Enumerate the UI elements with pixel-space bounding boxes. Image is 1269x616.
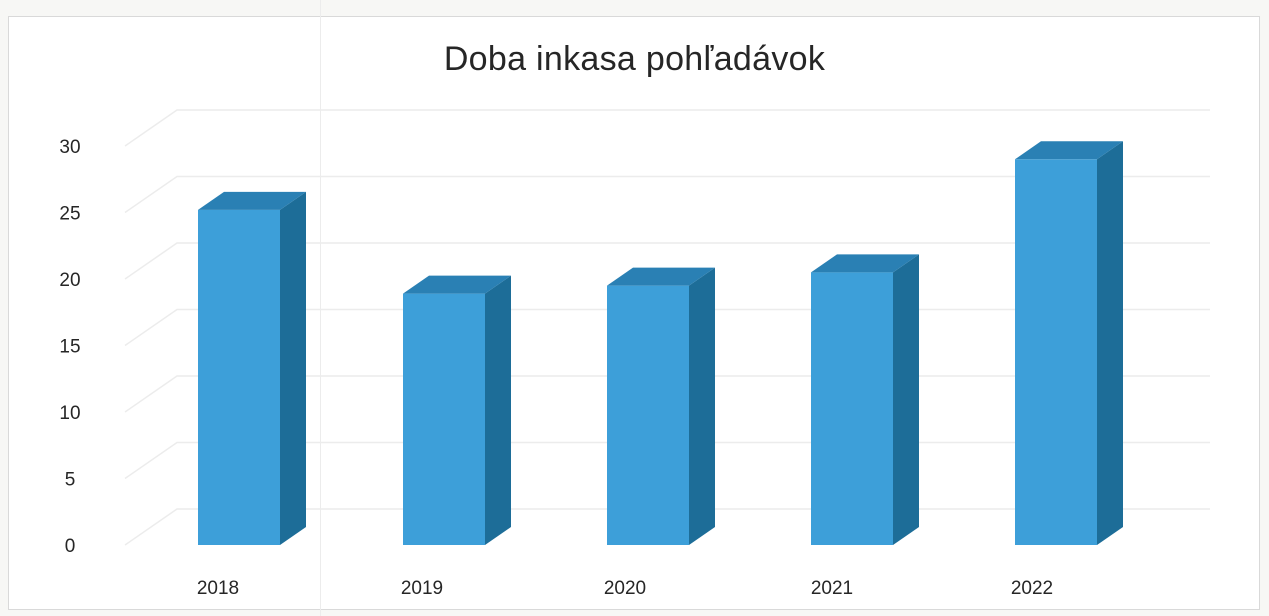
- bar-front-face: [403, 293, 485, 545]
- y-axis: 0 5 10 15 20 25 30: [59, 137, 80, 557]
- bar-top-face: [198, 191, 306, 210]
- y-tick-label: 0: [65, 536, 76, 557]
- bar-side-face: [485, 275, 511, 545]
- bar-side-face: [689, 267, 715, 545]
- x-tick-label: 2019: [401, 578, 443, 599]
- bar: [607, 267, 715, 545]
- bars: [198, 141, 1123, 546]
- gridline: [124, 242, 1210, 280]
- bar-side-face: [893, 254, 919, 545]
- x-tick-label: 2022: [1011, 578, 1053, 599]
- bar: [811, 254, 919, 545]
- bar-front-face: [607, 285, 689, 545]
- bar-top-face: [1015, 141, 1123, 160]
- bar: [1015, 141, 1123, 546]
- y-tick-label: 15: [59, 337, 80, 358]
- y-tick-label: 10: [59, 403, 80, 424]
- bar: [198, 191, 306, 545]
- bar-side-face: [280, 191, 306, 545]
- gridline: [124, 175, 1210, 214]
- y-tick-label: 20: [59, 270, 80, 291]
- bar-front-face: [198, 209, 280, 545]
- x-tick-label: 2021: [811, 578, 853, 599]
- bar-front-face: [811, 272, 893, 545]
- x-axis: 2018 2019 2020 2021 2022: [197, 578, 1053, 599]
- y-tick-label: 5: [65, 470, 76, 491]
- scan-fold-line: [320, 0, 321, 616]
- y-tick-label: 25: [59, 204, 80, 225]
- bar-top-face: [403, 275, 511, 294]
- bar-front-face: [1015, 159, 1097, 546]
- bar-side-face: [1097, 141, 1123, 546]
- gridline: [124, 109, 1210, 147]
- x-tick-label: 2020: [604, 578, 646, 599]
- bar-top-face: [607, 267, 715, 286]
- x-tick-label: 2018: [197, 578, 239, 599]
- bar-top-face: [811, 254, 919, 273]
- bar: [403, 275, 511, 545]
- y-tick-label: 30: [59, 137, 80, 158]
- chart-title: Doba inkasa pohľadávok: [443, 40, 826, 78]
